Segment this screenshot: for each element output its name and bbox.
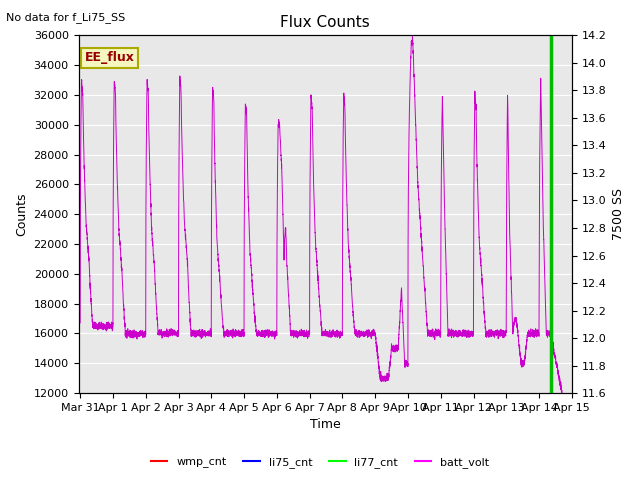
Y-axis label: Counts: Counts: [15, 192, 28, 236]
Text: No data for f_Li75_SS: No data for f_Li75_SS: [6, 12, 125, 23]
X-axis label: Time: Time: [310, 419, 340, 432]
Y-axis label: 7500 SS: 7500 SS: [612, 188, 625, 240]
Text: EE_flux: EE_flux: [84, 51, 134, 64]
Title: Flux Counts: Flux Counts: [280, 15, 370, 30]
Legend: wmp_cnt, li75_cnt, li77_cnt, batt_volt: wmp_cnt, li75_cnt, li77_cnt, batt_volt: [146, 452, 494, 472]
